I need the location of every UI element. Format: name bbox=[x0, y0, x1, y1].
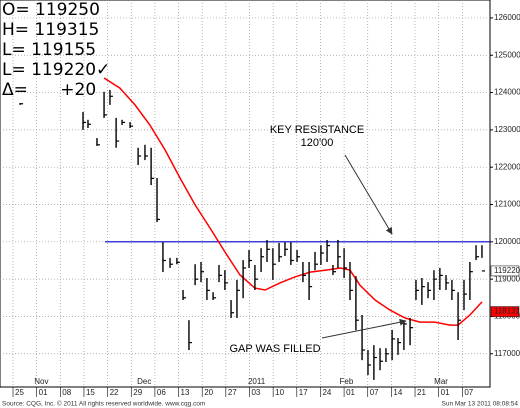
x-tick-label: 21 bbox=[417, 388, 426, 397]
marks bbox=[19, 77, 490, 380]
month-label: Mar bbox=[434, 377, 448, 386]
y-tick-label: 117000 bbox=[494, 349, 520, 358]
y-tick-label: 126000 bbox=[494, 13, 520, 22]
month-label: 2011 bbox=[248, 377, 266, 386]
x-tick-label: 08 bbox=[62, 388, 71, 397]
arrow bbox=[344, 154, 393, 235]
x-tick-label: 20 bbox=[204, 388, 213, 397]
x-tick-label: 27 bbox=[228, 388, 237, 397]
y-tick-label: 125000 bbox=[494, 50, 520, 59]
y-tick-label: 122000 bbox=[494, 162, 520, 171]
quote-line: L= 119155 bbox=[2, 40, 96, 60]
quote-line: O= 119250 bbox=[2, 0, 100, 20]
price-label-box bbox=[490, 306, 520, 317]
quote-line: H= 119315 bbox=[2, 20, 99, 40]
timestamp: Sun Mar 13 2011 08:08:54 bbox=[442, 401, 519, 408]
x-tick-label: 13 bbox=[181, 388, 190, 397]
x-tick-label: 24 bbox=[322, 388, 331, 397]
x-tick-label: 07 bbox=[464, 388, 473, 397]
source: Source: CQG, Inc. © 2011 All rights rese… bbox=[2, 400, 205, 408]
x-tick-label: 06 bbox=[157, 388, 166, 397]
price-label: 118131 bbox=[494, 307, 520, 316]
x-tick-label: 07 bbox=[370, 388, 379, 397]
x-tick-label: 14 bbox=[393, 388, 402, 397]
quote-line: Δ= +20 bbox=[2, 80, 96, 100]
annotation: GAP WAS FILLED bbox=[229, 343, 320, 355]
price-label-box bbox=[490, 265, 520, 277]
y-tick-label: 121000 bbox=[494, 200, 520, 209]
y-tick-label: 119000 bbox=[494, 274, 520, 283]
x-tick-label: 10 bbox=[275, 388, 284, 397]
y-tick-label: 123000 bbox=[494, 125, 520, 134]
y-tick-label: 120000 bbox=[494, 237, 520, 246]
quote-line: L= 119220✓ bbox=[2, 60, 110, 80]
annotation: KEY RESISTANCE bbox=[270, 124, 364, 136]
month-label: Dec bbox=[137, 377, 151, 386]
y-tick-label: 124000 bbox=[494, 88, 520, 97]
month-label: Feb bbox=[340, 377, 354, 386]
x-tick-label: 01 bbox=[346, 388, 355, 397]
x-tick-label: 29 bbox=[133, 388, 142, 397]
plot-frame bbox=[0, 0, 491, 388]
x-tick-label: 22 bbox=[110, 388, 119, 397]
x-tick-label: 17 bbox=[299, 388, 308, 397]
x-tick-label: 01 bbox=[441, 388, 450, 397]
arrow bbox=[321, 318, 407, 339]
x-tick-label: 15 bbox=[86, 388, 95, 397]
x-tick-label: 01 bbox=[39, 388, 48, 397]
x-tick-label: 25 bbox=[15, 388, 24, 397]
annotation: 120'00 bbox=[301, 137, 334, 149]
month-label: Nov bbox=[34, 377, 48, 386]
x-tick-label: 03 bbox=[251, 388, 260, 397]
price-label: 119220 bbox=[494, 266, 520, 275]
